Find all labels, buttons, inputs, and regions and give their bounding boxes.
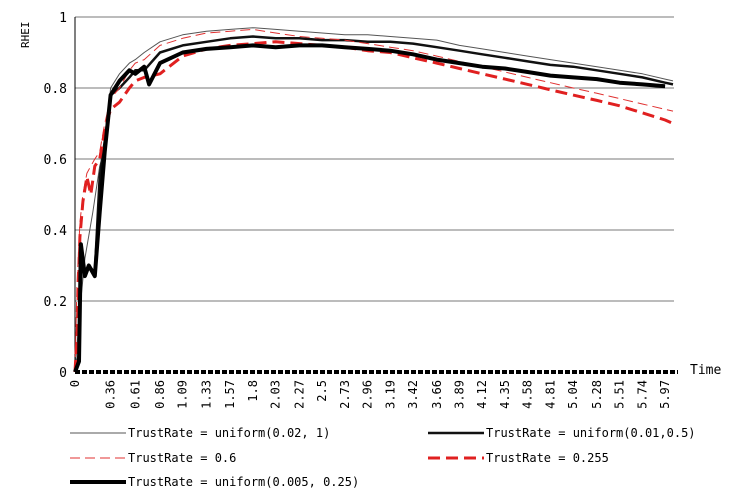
legend-item: TrustRate = uniform(0.02, 1) bbox=[70, 426, 330, 440]
legend-item: TrustRate = 0.6 bbox=[70, 451, 236, 465]
x-tick-label: 1.09 bbox=[176, 380, 190, 409]
y-tick-label: 0.6 bbox=[44, 153, 67, 168]
x-tick-label: 3.19 bbox=[383, 380, 397, 409]
y-tick-label: 0 bbox=[59, 366, 67, 381]
x-tick-label: 3.89 bbox=[453, 380, 467, 409]
series-line-3 bbox=[74, 28, 674, 373]
x-tick-label: 0.86 bbox=[153, 380, 167, 409]
x-tick-label: 5.04 bbox=[566, 380, 580, 409]
legend-label: TrustRate = uniform(0.01,0.5) bbox=[486, 426, 696, 440]
x-tick-label: 3.42 bbox=[406, 380, 420, 409]
x-tick-label: 1.8 bbox=[246, 380, 260, 402]
y-tick-labels: 0 0.2 0.4 0.6 0.8 1 bbox=[44, 11, 68, 381]
x-tick-label: 1.57 bbox=[223, 380, 237, 409]
x-tick-label: 4.35 bbox=[498, 380, 512, 409]
legend-label: TrustRate = uniform(0.02, 1) bbox=[128, 426, 330, 440]
y-tick-label: 0.2 bbox=[44, 295, 67, 310]
series-line-4 bbox=[73, 40, 674, 373]
x-axis-label: Time bbox=[690, 363, 721, 378]
series-lines bbox=[73, 27, 674, 373]
x-tick-label: 2.03 bbox=[269, 380, 283, 409]
y-axis-label: RHEI bbox=[19, 22, 32, 49]
series-line-5 bbox=[73, 43, 666, 373]
x-tick-label: 4.12 bbox=[475, 380, 489, 409]
x-tick-labels: 0 0.36 0.61 0.86 1.09 1.33 1.57 1.8 2.03 2.27 2.5 2… bbox=[68, 380, 672, 409]
x-tick-label: 4.58 bbox=[521, 380, 535, 409]
y-tick-label: 1 bbox=[59, 11, 67, 26]
legend: TrustRate = uniform(0.02, 1) TrustRate = … bbox=[70, 426, 696, 489]
y-tick-label: 0.4 bbox=[44, 224, 68, 239]
legend-item: TrustRate = uniform(0.005, 0.25) bbox=[70, 475, 359, 489]
x-tick-label: 2.73 bbox=[338, 380, 352, 409]
x-tick-label: 5.28 bbox=[590, 380, 604, 409]
legend-label: TrustRate = 0.255 bbox=[486, 451, 609, 465]
axes bbox=[74, 17, 678, 374]
x-tick-label: 5.97 bbox=[658, 380, 672, 409]
legend-item: TrustRate = 0.255 bbox=[428, 451, 609, 465]
legend-label: TrustRate = uniform(0.005, 0.25) bbox=[128, 475, 359, 489]
x-tick-label: 0.61 bbox=[128, 380, 142, 409]
x-tick-label: 0 bbox=[68, 380, 82, 387]
series-line-2 bbox=[73, 35, 674, 373]
legend-label: TrustRate = 0.6 bbox=[128, 451, 236, 465]
x-tick-label: 1.33 bbox=[199, 380, 213, 409]
legend-item: TrustRate = uniform(0.01,0.5) bbox=[428, 426, 696, 440]
x-tick-label: 2.27 bbox=[292, 380, 306, 409]
x-tick-label: 5.74 bbox=[635, 380, 649, 409]
x-tick-label: 4.81 bbox=[543, 380, 557, 409]
x-tick-label: 2.5 bbox=[315, 380, 329, 402]
y-tick-label: 0.8 bbox=[44, 82, 67, 97]
x-tick-label: 2.96 bbox=[361, 380, 375, 409]
x-tick-label: 3.66 bbox=[430, 380, 444, 409]
x-tick-label: 0.36 bbox=[104, 380, 118, 409]
x-tick-label: 5.51 bbox=[613, 380, 627, 409]
